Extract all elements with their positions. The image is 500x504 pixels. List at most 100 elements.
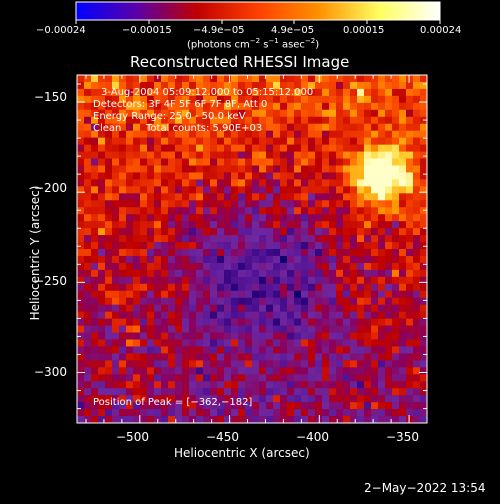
heatmap-cell bbox=[336, 297, 344, 305]
heatmap-cell bbox=[217, 137, 225, 145]
heatmap-cell bbox=[252, 409, 260, 417]
heatmap-cell bbox=[385, 381, 393, 389]
heatmap-cell bbox=[301, 165, 309, 173]
heatmap-cell bbox=[245, 269, 253, 278]
heatmap-cell bbox=[266, 311, 274, 319]
heatmap-cell bbox=[196, 262, 204, 271]
heatmap-cell bbox=[343, 311, 351, 319]
heatmap-cell bbox=[294, 228, 302, 236]
heatmap-cell bbox=[147, 249, 155, 257]
heatmap-cell bbox=[280, 346, 288, 354]
heatmap-cell bbox=[322, 193, 330, 201]
heatmap-cell bbox=[196, 304, 204, 312]
heatmap-cell bbox=[350, 290, 358, 299]
heatmap-cell bbox=[154, 409, 162, 417]
heatmap-cell bbox=[175, 151, 183, 159]
heatmap-cell bbox=[189, 269, 197, 278]
heatmap-cell bbox=[378, 137, 386, 145]
heatmap-cell bbox=[273, 193, 281, 201]
heatmap-cell bbox=[280, 255, 288, 264]
heatmap-cell bbox=[91, 346, 99, 354]
heatmap-cell bbox=[406, 242, 414, 250]
heatmap-cell bbox=[364, 409, 372, 417]
heatmap-cell bbox=[308, 409, 316, 417]
heatmap-cell bbox=[203, 200, 211, 208]
heatmap-cell bbox=[175, 200, 183, 208]
heatmap-cell bbox=[182, 228, 190, 236]
heatmap-cell bbox=[182, 109, 190, 118]
heatmap-cell bbox=[315, 81, 323, 90]
heatmap-cell bbox=[399, 116, 407, 125]
heatmap-cell bbox=[406, 283, 414, 292]
heatmap-cell bbox=[259, 325, 267, 333]
heatmap-cell bbox=[273, 249, 281, 257]
heatmap-cell bbox=[91, 158, 99, 166]
heatmap-cell bbox=[217, 374, 225, 382]
heatmap-cell bbox=[189, 214, 197, 222]
heatmap-cell bbox=[287, 325, 295, 333]
heatmap-cell bbox=[336, 367, 344, 375]
heatmap-cell bbox=[336, 283, 344, 292]
heatmap-cell bbox=[210, 75, 218, 83]
heatmap-cell bbox=[91, 151, 99, 159]
heatmap-cell bbox=[196, 116, 204, 125]
heatmap-cell bbox=[287, 207, 295, 215]
heatmap-cell bbox=[357, 75, 365, 83]
heatmap-cell bbox=[364, 255, 372, 264]
heatmap-cell bbox=[315, 102, 323, 111]
heatmap-cell bbox=[161, 75, 169, 83]
heatmap-cell bbox=[301, 318, 309, 326]
heatmap-cell bbox=[301, 221, 309, 229]
heatmap-cell bbox=[161, 88, 169, 97]
heatmap-cell bbox=[189, 221, 197, 229]
heatmap-cell bbox=[119, 304, 127, 312]
heatmap-cell bbox=[392, 311, 400, 319]
heatmap-cell bbox=[343, 304, 351, 312]
heatmap-cell bbox=[168, 214, 176, 222]
heatmap-cell bbox=[378, 116, 386, 125]
heatmap-cell bbox=[266, 325, 274, 333]
heatmap-cell bbox=[224, 283, 232, 292]
heatmap-cell bbox=[112, 360, 120, 368]
heatmap-cell bbox=[413, 388, 421, 396]
heatmap-cell bbox=[126, 353, 134, 361]
heatmap-cell bbox=[266, 346, 274, 354]
heatmap-cell bbox=[105, 221, 113, 229]
heatmap-cell bbox=[364, 81, 372, 90]
heatmap-cell bbox=[273, 311, 281, 319]
heatmap-cell bbox=[357, 179, 365, 187]
heatmap-cell bbox=[161, 242, 169, 250]
heatmap-cell bbox=[105, 193, 113, 201]
heatmap-cell bbox=[252, 95, 260, 104]
heatmap-cell bbox=[301, 242, 309, 250]
heatmap-cell bbox=[175, 179, 183, 187]
heatmap-cell bbox=[315, 228, 323, 236]
heatmap-cell bbox=[357, 165, 365, 173]
units-part: (photons cm bbox=[187, 39, 250, 51]
heatmap-cell bbox=[217, 353, 225, 361]
heatmap-cell bbox=[420, 88, 428, 97]
heatmap-cell bbox=[308, 193, 316, 201]
heatmap-cell bbox=[119, 325, 127, 333]
heatmap-cell bbox=[168, 402, 176, 410]
heatmap-cell bbox=[154, 311, 162, 319]
heatmap-cell bbox=[210, 102, 218, 111]
heatmap-cell bbox=[308, 179, 316, 187]
heatmap-cell bbox=[273, 325, 281, 333]
heatmap-cell bbox=[252, 214, 260, 222]
heatmap-cell bbox=[294, 207, 302, 215]
heatmap-cell bbox=[245, 207, 253, 215]
heatmap-cell bbox=[189, 207, 197, 215]
heatmap-cell bbox=[378, 353, 386, 361]
heatmap-cell bbox=[399, 137, 407, 145]
heatmap-cell bbox=[189, 109, 197, 118]
heatmap-cell bbox=[154, 228, 162, 236]
heatmap-cell bbox=[84, 395, 92, 403]
heatmap-cell bbox=[245, 116, 253, 125]
heatmap-cell bbox=[224, 144, 232, 152]
heatmap-cell bbox=[182, 304, 190, 312]
heatmap-cell bbox=[91, 395, 99, 403]
heatmap-cell bbox=[336, 249, 344, 257]
heatmap-cell bbox=[133, 402, 141, 410]
heatmap-cell bbox=[385, 116, 393, 125]
